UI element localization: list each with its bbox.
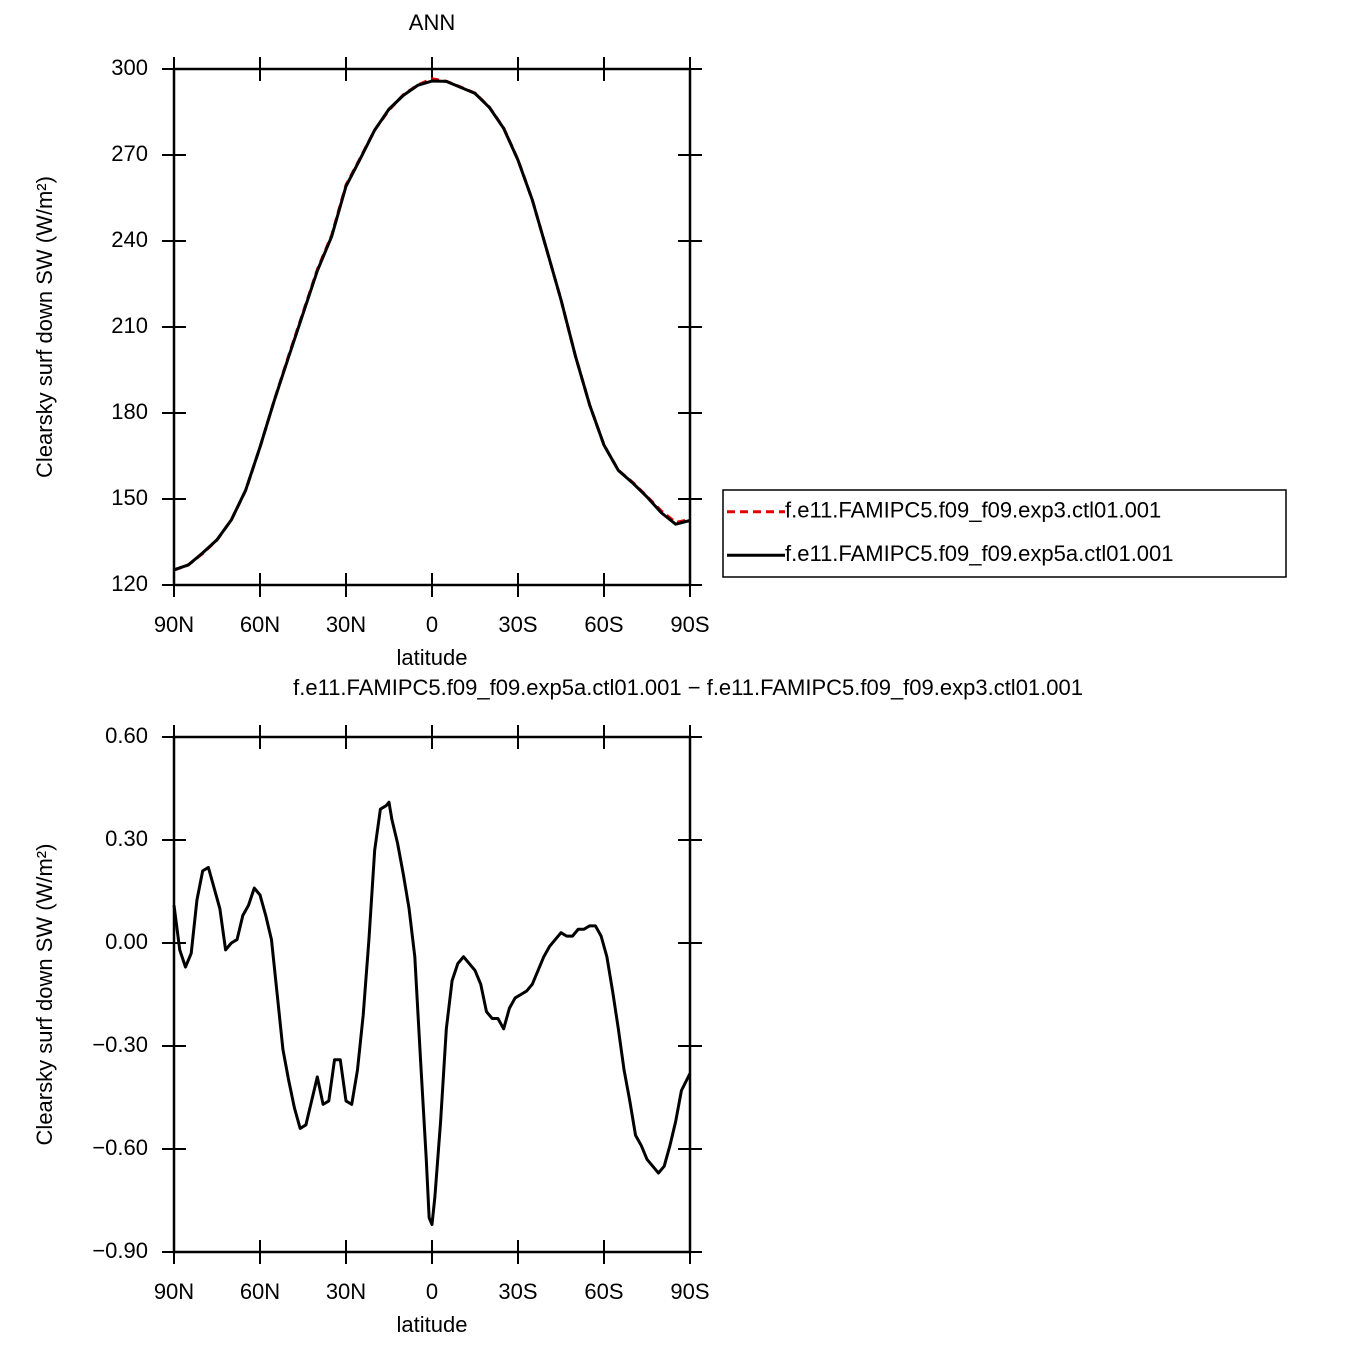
x-tick-label: 30N bbox=[326, 1279, 366, 1304]
x-tick-label: 60S bbox=[584, 1279, 623, 1304]
x-tick-label: 30S bbox=[498, 1279, 537, 1304]
y-tick-label: 0.00 bbox=[105, 929, 148, 954]
chart-title: ANN bbox=[409, 10, 455, 35]
legend-box bbox=[722, 489, 1287, 578]
y-tick-label: 300 bbox=[111, 55, 148, 80]
y-tick-label: 210 bbox=[111, 313, 148, 338]
x-tick-label: 0 bbox=[426, 612, 438, 637]
y-axis-label: Clearsky surf down SW (W/m²) bbox=[32, 844, 57, 1146]
y-tick-label: 0.60 bbox=[105, 723, 148, 748]
legend-label: f.e11.FAMIPC5.f09_f09.exp5a.ctl01.001 bbox=[785, 541, 1174, 566]
x-tick-label: 90S bbox=[670, 612, 709, 637]
plot-frame bbox=[172, 735, 692, 1254]
x-tick-label: 60N bbox=[240, 612, 280, 637]
x-tick-label: 30N bbox=[326, 612, 366, 637]
y-tick-label: 240 bbox=[111, 227, 148, 252]
legend-label: f.e11.FAMIPC5.f09_f09.exp3.ctl01.001 bbox=[785, 498, 1161, 523]
y-tick-label: −0.30 bbox=[92, 1032, 148, 1057]
data-line bbox=[172, 800, 692, 1227]
x-tick-label: 60N bbox=[240, 1279, 280, 1304]
y-tick-label: 150 bbox=[111, 485, 148, 510]
x-tick-label: 90N bbox=[154, 1279, 194, 1304]
x-tick-label: 60S bbox=[584, 612, 623, 637]
y-tick-label: 120 bbox=[111, 571, 148, 596]
x-axis-label: latitude bbox=[397, 1312, 468, 1337]
y-tick-label: −0.90 bbox=[92, 1238, 148, 1263]
y-axis-label: Clearsky surf down SW (W/m²) bbox=[32, 176, 57, 478]
x-tick-label: 90S bbox=[670, 1279, 709, 1304]
data-line bbox=[173, 79, 691, 572]
data-line bbox=[173, 77, 691, 572]
y-tick-label: 180 bbox=[111, 399, 148, 424]
x-tick-label: 30S bbox=[498, 612, 537, 637]
y-tick-label: −0.60 bbox=[92, 1135, 148, 1160]
plot-frame bbox=[172, 67, 692, 587]
chart-title: f.e11.FAMIPC5.f09_f09.exp5a.ctl01.001 − … bbox=[293, 675, 1083, 700]
x-tick-label: 0 bbox=[426, 1279, 438, 1304]
y-tick-label: 270 bbox=[111, 141, 148, 166]
x-axis-label: latitude bbox=[397, 645, 468, 670]
y-tick-label: 0.30 bbox=[105, 826, 148, 851]
x-tick-label: 90N bbox=[154, 612, 194, 637]
